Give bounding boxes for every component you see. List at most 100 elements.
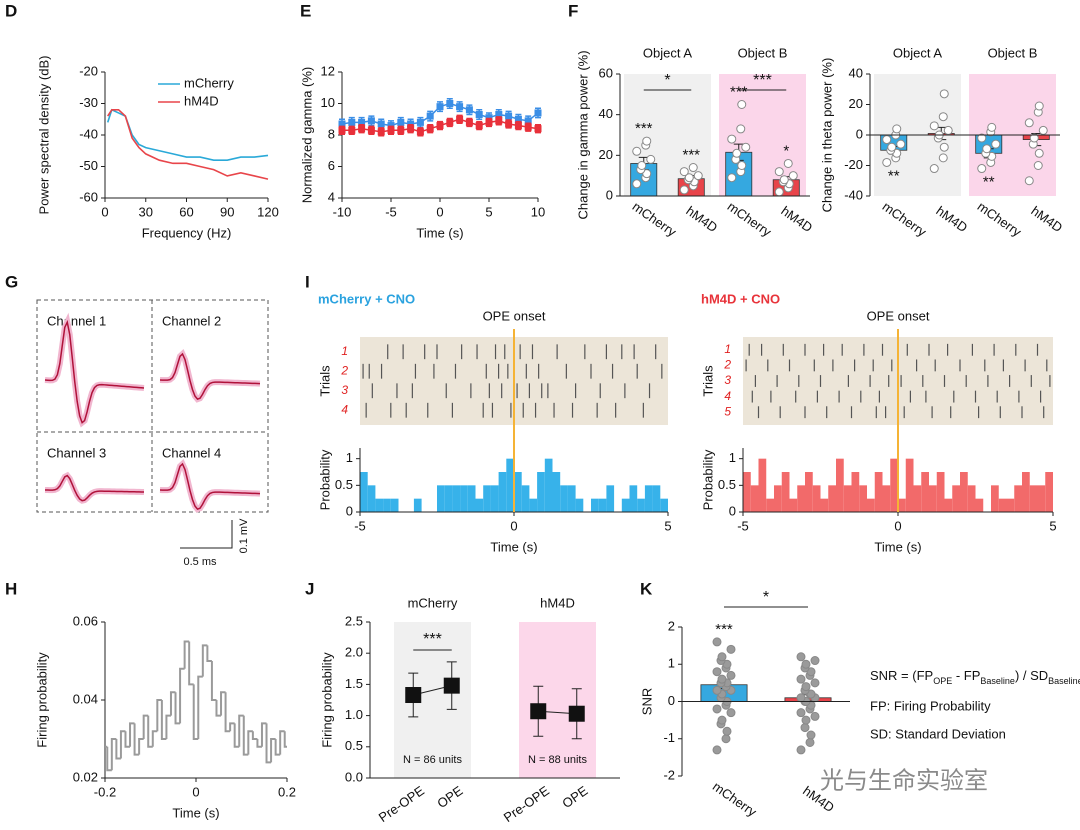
histogram-bar: [1006, 498, 1015, 512]
panel-letter: I: [305, 272, 310, 291]
data-point: [788, 171, 798, 181]
step: [179, 667, 185, 724]
x-tick-label: 5: [485, 204, 492, 219]
y-axis-label: SNR: [639, 688, 654, 715]
x-axis-label: Frequency (Hz): [142, 225, 232, 240]
channel-label: Channel 2: [162, 313, 221, 328]
y-tick-label: 0: [729, 503, 736, 518]
channel-label: Channel 1: [47, 313, 106, 328]
y-tick-label: 40: [599, 106, 613, 121]
histogram-bar: [820, 498, 829, 512]
y-tick-label: -40: [79, 126, 98, 141]
marker: [456, 115, 464, 123]
y-tick-label: -30: [79, 95, 98, 110]
y-tick-label: 6: [328, 158, 335, 173]
marker: [495, 117, 503, 125]
marker: [358, 118, 366, 126]
x-tick-label: -10: [333, 204, 352, 219]
marker: [465, 106, 473, 114]
step: [165, 714, 171, 739]
panel-letter: J: [305, 579, 314, 598]
data-point: [1033, 161, 1043, 170]
y-tick-label: 2.0: [345, 645, 363, 660]
significance-label: **: [983, 174, 995, 191]
y-tick-label: 40: [849, 65, 863, 80]
marker: [446, 100, 454, 107]
marker: [367, 117, 375, 125]
step: [188, 641, 194, 686]
y-tick-label: 2.5: [345, 613, 363, 628]
step: [260, 722, 267, 747]
data-point: [712, 704, 722, 714]
data-point: [1034, 101, 1044, 111]
y-axis-label: Change in theta power (%): [819, 58, 834, 213]
data-point: [712, 667, 722, 677]
histogram-bar: [521, 485, 530, 512]
histogram-bar: [781, 472, 790, 512]
data-point: [977, 164, 987, 174]
x-tick-label: -5: [385, 204, 397, 219]
histogram-bar: [913, 485, 922, 512]
formula-part: Baseline: [980, 676, 1015, 686]
data-point: [1034, 148, 1044, 158]
marker: [436, 122, 444, 130]
data-point: [646, 154, 656, 164]
histogram-bar: [929, 485, 937, 512]
marker: [407, 125, 415, 133]
x-tick-label: 0: [436, 204, 443, 219]
formula-part: OPE: [933, 676, 952, 686]
marker: [348, 126, 356, 134]
data-point: [801, 715, 811, 725]
step: [238, 714, 244, 747]
trial-label: 1: [341, 344, 348, 358]
y-tick-label: 1.0: [345, 707, 363, 722]
histogram-bar: [591, 498, 599, 512]
x-tick-label: -0.2: [94, 784, 116, 799]
y-axis-label: Trials: [700, 365, 715, 397]
histogram-bar: [890, 458, 898, 512]
data-point: [717, 715, 727, 725]
significance-label: ***: [715, 621, 733, 638]
waveform: [159, 352, 261, 401]
y-tick-label: -20: [844, 157, 863, 172]
histogram-bar: [805, 472, 813, 512]
series-line: [107, 109, 269, 180]
y-axis-label: Firing probability: [319, 652, 334, 748]
data-point: [805, 737, 815, 747]
y-tick-label: 0.5: [335, 477, 353, 492]
data-point: [801, 682, 811, 692]
histogram-bar: [560, 485, 568, 512]
note: N = 86 units: [403, 754, 463, 766]
y-tick-label: 0.0: [345, 769, 363, 784]
step: [160, 700, 167, 740]
data-point: [737, 161, 747, 170]
step: [224, 692, 231, 733]
panel-letter: E: [300, 1, 311, 20]
histogram-bar: [467, 485, 476, 512]
data-point: [726, 670, 736, 680]
data-point: [1038, 125, 1048, 135]
data-point: [712, 685, 722, 695]
data-point: [987, 122, 997, 132]
step: [210, 661, 217, 701]
histogram-bar: [1045, 472, 1053, 512]
histogram-bar: [621, 498, 630, 512]
data-point: [632, 146, 642, 156]
trial-label: 3: [341, 383, 348, 397]
histogram-bar: [444, 485, 453, 512]
formula-part: SNR = (FP: [870, 668, 933, 683]
x-tick-label: -5: [354, 518, 366, 533]
marker: [416, 118, 424, 126]
step: [265, 723, 272, 764]
formula-part: - FP: [952, 668, 980, 683]
data-point: [943, 125, 953, 135]
histogram-bar: [952, 485, 960, 512]
y-tick-label: -20: [79, 63, 98, 78]
y-tick-label: 1: [346, 450, 353, 465]
histogram-bar: [867, 498, 875, 512]
data-point: [736, 124, 746, 134]
data-point: [732, 148, 742, 158]
histogram-bar: [1022, 472, 1030, 512]
data-point: [727, 173, 737, 183]
